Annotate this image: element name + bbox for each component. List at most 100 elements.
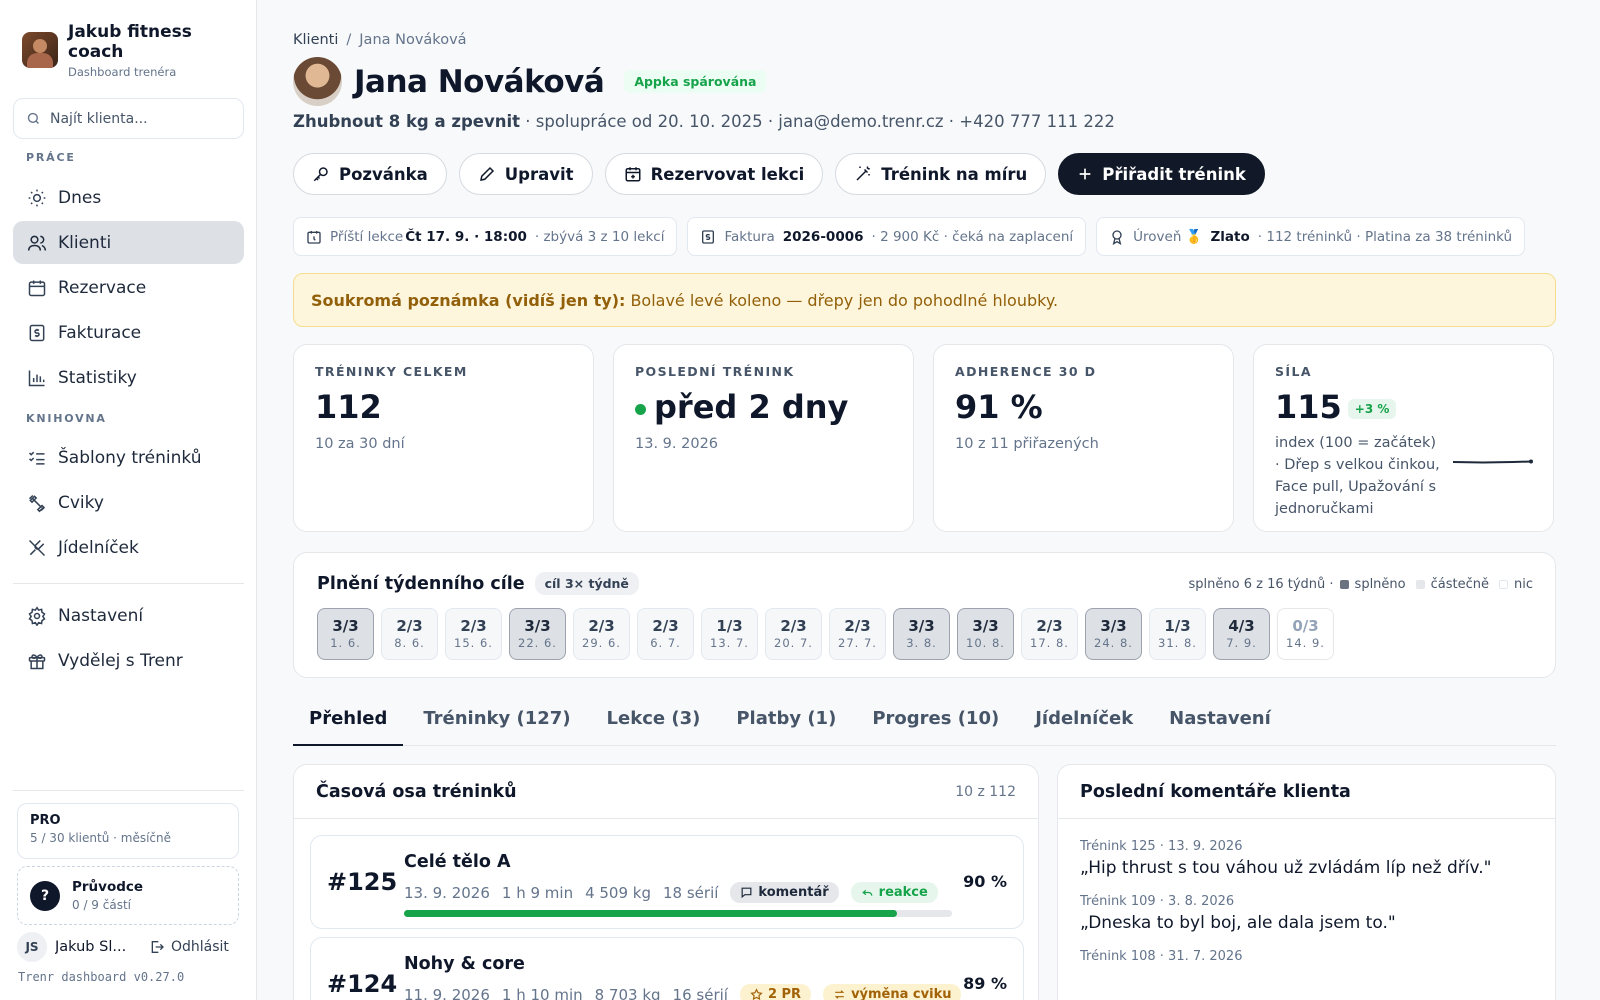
breadcrumb-root[interactable]: Klienti <box>293 32 339 48</box>
brand-logo <box>22 32 58 68</box>
tab-platby[interactable]: Platby (1) <box>736 708 837 729</box>
comment-text: „Hip thrust s tou váhou už zvládám líp n… <box>1080 858 1492 878</box>
info-chips: Příští lekce Čt 17. 9. · 18:00 · zbývá 3… <box>293 217 1526 256</box>
tab-jidelnicek[interactable]: Jídelníček <box>1035 708 1134 729</box>
week-ratio: 2/3 <box>396 617 423 635</box>
week-cell[interactable]: 1/3 31. 8. <box>1149 608 1206 660</box>
week-date: 27. 7. <box>838 636 877 650</box>
sidebar-item-label: Dnes <box>58 187 102 208</box>
logout-button[interactable]: Odhlásit <box>149 939 229 955</box>
week-cell[interactable]: 3/3 10. 8. <box>957 608 1014 660</box>
comment-item[interactable]: Trénink 109 · 3. 8. 2026 „Dneska to byl … <box>1058 894 1555 933</box>
guide-title: Průvodce <box>72 879 144 895</box>
brand[interactable]: Jakub fitness coach Dashboard trenéra <box>22 22 208 79</box>
week-date: 24. 8. <box>1094 636 1133 650</box>
guide-card[interactable]: ? Průvodce 0 / 9 částí <box>17 866 239 925</box>
week-ratio: 1/3 <box>716 617 743 635</box>
workout-item[interactable]: #125 Celé tělo A 13. 9. 2026 1 h 9 min 4… <box>310 835 1024 929</box>
search-input[interactable] <box>50 110 220 127</box>
users-icon <box>27 233 47 253</box>
stat-value-row: před 2 dny <box>635 388 892 426</box>
workout-item[interactable]: #124 Nohy & core 11. 9. 2026 1 h 10 min … <box>310 937 1024 1000</box>
comment-item[interactable]: Trénink 125 · 13. 9. 2026 „Hip thrust s … <box>1058 839 1555 878</box>
stat-last-workout: POSLEDNÍ TRÉNINK před 2 dny 13. 9. 2026 <box>613 344 914 532</box>
comment-tag[interactable]: komentář <box>730 882 839 903</box>
stat-strength: SÍLA 115 +3 % index (100 = začátek) · Dře… <box>1253 344 1554 532</box>
week-cell[interactable]: 3/3 3. 8. <box>893 608 950 660</box>
tab-nastaveni[interactable]: Nastavení <box>1169 708 1271 729</box>
week-cell[interactable]: 3/3 1. 6. <box>317 608 374 660</box>
sidebar-item-label: Jídelníček <box>58 537 139 558</box>
workout-info: 11. 9. 2026 1 h 10 min 8 703 kg 16 sérií… <box>404 984 962 1000</box>
week-cell[interactable]: 2/3 27. 7. <box>829 608 886 660</box>
sidebar: Jakub fitness coach Dashboard trenéra PR… <box>0 0 257 1000</box>
week-cell[interactable]: 4/3 7. 9. <box>1213 608 1270 660</box>
sidebar-item-statistiky[interactable]: Statistiky <box>13 356 244 399</box>
stat-cards: TRÉNINKY CELKEM 112 10 za 30 dní POSLEDN… <box>293 344 1554 532</box>
legend-swatch-full <box>1339 580 1349 589</box>
private-note-text: Bolavé levé koleno — dřepy jen do pohodl… <box>630 290 1059 310</box>
reaction-tag[interactable]: reakce <box>850 882 938 903</box>
tab-prehled[interactable]: Přehled <box>293 702 404 746</box>
client-avatar <box>293 57 342 106</box>
week-ratio: 2/3 <box>652 617 679 635</box>
tab-progres[interactable]: Progres (10) <box>872 708 1000 729</box>
week-cell[interactable]: 0/3 14. 9. <box>1277 608 1334 660</box>
private-note[interactable]: Soukromá poznámka (vidíš jen ty): Bolavé… <box>293 273 1556 327</box>
stat-value-row: 115 +3 % <box>1275 388 1532 426</box>
sidebar-item-dnes[interactable]: Dnes <box>13 176 244 219</box>
sidebar-item-fakturace[interactable]: Fakturace <box>13 311 244 354</box>
week-date: 1. 6. <box>330 636 361 650</box>
status-dot <box>635 403 646 415</box>
invite-button[interactable]: Pozvánka <box>293 153 447 195</box>
week-cell[interactable]: 2/3 15. 6. <box>445 608 502 660</box>
next-lesson-prefix: Příští lekce <box>330 228 404 245</box>
workout-volume: 8 703 kg <box>594 985 661 1000</box>
invoice-chip[interactable]: Faktura 2026-0006 · 2 900 Kč · čeká na z… <box>687 217 1087 256</box>
level-chip[interactable]: Úroveň 🥇 Zlato · 112 tréninků · Platina … <box>1096 217 1526 256</box>
week-cell[interactable]: 2/3 8. 6. <box>381 608 438 660</box>
swap-tag[interactable]: výměna cviku <box>823 984 962 1000</box>
level-suffix: · 112 tréninků · Platina za 38 tréninků <box>1257 228 1513 245</box>
tab-treninky[interactable]: Tréninky (127) <box>423 708 571 729</box>
assign-workout-button[interactable]: Přiřadit trénink <box>1058 153 1265 195</box>
plan-card[interactable]: PRO 5 / 30 klientů · měsíčně <box>17 803 239 859</box>
level-prefix: Úroveň 🥇 <box>1133 228 1203 245</box>
comment-text: „Dneska to byl boj, ale dala jsem to." <box>1080 913 1396 933</box>
pr-tag[interactable]: 2 PR <box>739 984 812 1000</box>
sidebar-item-sablony[interactable]: Šablony tréninků <box>13 436 244 479</box>
workout-name: Nohy & core <box>404 954 525 974</box>
week-ratio: 2/3 <box>460 617 487 635</box>
client-header: Jana Nováková Appka spárována <box>293 57 767 106</box>
completion-fill <box>404 910 898 917</box>
week-date: 22. 6. <box>518 636 557 650</box>
sidebar-item-nastaveni[interactable]: Nastavení <box>13 594 244 637</box>
week-cells: 3/3 1. 6. 2/3 8. 6. 2/3 15. 6. 3/3 22. 6. 2/3 29.… <box>317 608 1334 660</box>
week-date: 8. 6. <box>394 636 425 650</box>
sidebar-item-jidelnicek[interactable]: Jídelníček <box>13 526 244 569</box>
sidebar-item-vydelej[interactable]: Vydělej s Trenr <box>13 639 244 682</box>
week-cell[interactable]: 1/3 13. 7. <box>701 608 758 660</box>
custom-workout-button[interactable]: Trénink na míru <box>835 153 1047 195</box>
week-cell[interactable]: 3/3 22. 6. <box>509 608 566 660</box>
week-cell[interactable]: 2/3 29. 6. <box>573 608 630 660</box>
calendar-icon <box>27 278 47 298</box>
tab-lekce[interactable]: Lekce (3) <box>606 708 701 729</box>
week-cell[interactable]: 2/3 20. 7. <box>765 608 822 660</box>
week-date: 13. 7. <box>710 636 749 650</box>
next-lesson-chip[interactable]: Příští lekce Čt 17. 9. · 18:00 · zbývá 3… <box>293 217 678 256</box>
sidebar-item-cviky[interactable]: Cviky <box>13 481 244 524</box>
client-search[interactable] <box>13 98 244 139</box>
comment-item[interactable]: Trénink 108 · 31. 7. 2026 <box>1058 949 1555 964</box>
sidebar-item-rezervace[interactable]: Rezervace <box>13 266 244 309</box>
panel-count: 10 z 112 <box>955 783 1016 800</box>
section-label-library: KNIHOVNA <box>26 412 107 425</box>
sidebar-item-klienti[interactable]: Klienti <box>13 221 244 264</box>
week-cell[interactable]: 2/3 6. 7. <box>637 608 694 660</box>
week-cell[interactable]: 3/3 24. 8. <box>1085 608 1142 660</box>
week-cell[interactable]: 2/3 17. 8. <box>1021 608 1078 660</box>
edit-button[interactable]: Upravit <box>458 153 593 195</box>
invite-label: Pozvánka <box>339 164 428 184</box>
book-lesson-button[interactable]: Rezervovat lekci <box>604 153 824 195</box>
avatar[interactable]: JS <box>17 932 47 962</box>
